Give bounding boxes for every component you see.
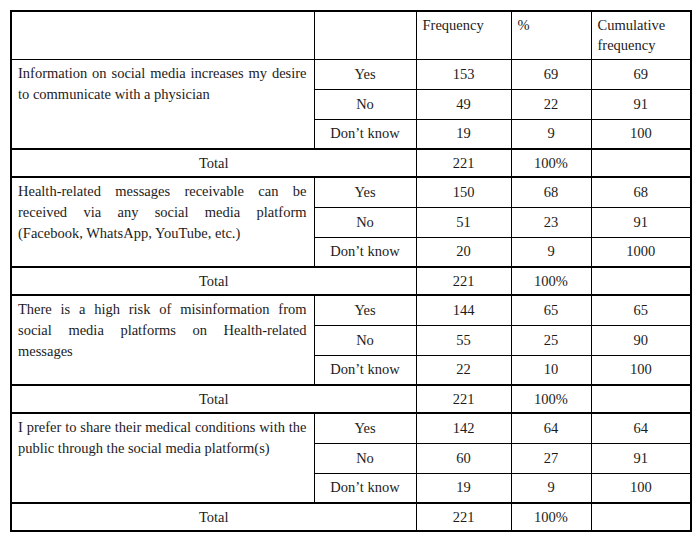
total-cumulative-cell <box>591 149 691 177</box>
total-percent-cell: 100% <box>511 385 591 413</box>
header-frequency: Frequency <box>416 11 511 59</box>
statement-cell: Health-related messages receivable can b… <box>11 177 314 267</box>
percent-cell: 65 <box>511 295 591 325</box>
frequency-cell: 142 <box>416 413 511 443</box>
percent-cell: 25 <box>511 325 591 355</box>
answer-cell: Yes <box>314 413 416 443</box>
percent-cell: 69 <box>511 59 591 89</box>
header-row: Frequency%Cumulative frequency <box>11 11 691 59</box>
total-frequency-cell: 221 <box>416 385 511 413</box>
total-frequency-cell: 221 <box>416 503 511 531</box>
total-row: Total221100% <box>11 503 691 531</box>
answer-cell: No <box>314 325 416 355</box>
frequency-cell: 153 <box>416 59 511 89</box>
frequency-cell: 20 <box>416 237 511 267</box>
total-row: Total221100% <box>11 149 691 177</box>
frequency-cell: 60 <box>416 443 511 473</box>
answer-cell: Yes <box>314 295 416 325</box>
header-statement-empty <box>11 11 314 59</box>
cumulative-cell: 91 <box>591 443 691 473</box>
answer-cell: No <box>314 207 416 237</box>
total-label-cell: Total <box>11 267 416 295</box>
frequency-cell: 150 <box>416 177 511 207</box>
statement-cell: There is a high risk of misinformation f… <box>11 295 314 385</box>
total-cumulative-cell <box>591 385 691 413</box>
total-row: Total221100% <box>11 267 691 295</box>
statement-cell: Information on social media increases my… <box>11 59 314 149</box>
cumulative-cell: 1000 <box>591 237 691 267</box>
cumulative-cell: 65 <box>591 295 691 325</box>
answer-cell: No <box>314 443 416 473</box>
percent-cell: 23 <box>511 207 591 237</box>
total-label-cell: Total <box>11 149 416 177</box>
percent-cell: 9 <box>511 237 591 267</box>
frequency-cell: 51 <box>416 207 511 237</box>
cumulative-cell: 90 <box>591 325 691 355</box>
cumulative-cell: 91 <box>591 89 691 119</box>
percent-cell: 27 <box>511 443 591 473</box>
answer-cell: No <box>314 89 416 119</box>
cumulative-cell: 69 <box>591 59 691 89</box>
answer-cell: Don’t know <box>314 473 416 503</box>
percent-cell: 10 <box>511 355 591 385</box>
header-answer-empty <box>314 11 416 59</box>
cumulative-cell: 64 <box>591 413 691 443</box>
answer-cell: Don’t know <box>314 237 416 267</box>
answer-cell: Yes <box>314 177 416 207</box>
table-head: Frequency%Cumulative frequency <box>11 11 691 59</box>
total-label-cell: Total <box>11 385 416 413</box>
percent-cell: 64 <box>511 413 591 443</box>
cumulative-cell: 100 <box>591 473 691 503</box>
header-cumulative-frequency: Cumulative frequency <box>591 11 691 59</box>
total-cumulative-cell <box>591 267 691 295</box>
total-percent-cell: 100% <box>511 149 591 177</box>
frequency-cell: 22 <box>416 355 511 385</box>
percent-cell: 22 <box>511 89 591 119</box>
frequency-cell: 19 <box>416 119 511 149</box>
total-label-cell: Total <box>11 503 416 531</box>
frequency-cell: 19 <box>416 473 511 503</box>
total-frequency-cell: 221 <box>416 149 511 177</box>
total-row: Total221100% <box>11 385 691 413</box>
frequency-cell: 144 <box>416 295 511 325</box>
answer-row: Health-related messages receivable can b… <box>11 177 691 207</box>
table-body: Information on social media increases my… <box>11 59 691 531</box>
frequency-cell: 55 <box>416 325 511 355</box>
answer-row: Information on social media increases my… <box>11 59 691 89</box>
frequency-cell: 49 <box>416 89 511 119</box>
statement-cell: I prefer to share their medical conditio… <box>11 413 314 503</box>
answer-cell: Don’t know <box>314 119 416 149</box>
percent-cell: 9 <box>511 473 591 503</box>
header-percent: % <box>511 11 591 59</box>
cumulative-cell: 100 <box>591 355 691 385</box>
cumulative-cell: 100 <box>591 119 691 149</box>
answer-cell: Don’t know <box>314 355 416 385</box>
answer-row: I prefer to share their medical conditio… <box>11 413 691 443</box>
total-percent-cell: 100% <box>511 267 591 295</box>
total-cumulative-cell <box>591 503 691 531</box>
page: Frequency%Cumulative frequency Informati… <box>0 0 697 539</box>
survey-frequency-table: Frequency%Cumulative frequency Informati… <box>10 10 692 532</box>
percent-cell: 68 <box>511 177 591 207</box>
total-frequency-cell: 221 <box>416 267 511 295</box>
total-percent-cell: 100% <box>511 503 591 531</box>
percent-cell: 9 <box>511 119 591 149</box>
answer-row: There is a high risk of misinformation f… <box>11 295 691 325</box>
answer-cell: Yes <box>314 59 416 89</box>
cumulative-cell: 68 <box>591 177 691 207</box>
cumulative-cell: 91 <box>591 207 691 237</box>
